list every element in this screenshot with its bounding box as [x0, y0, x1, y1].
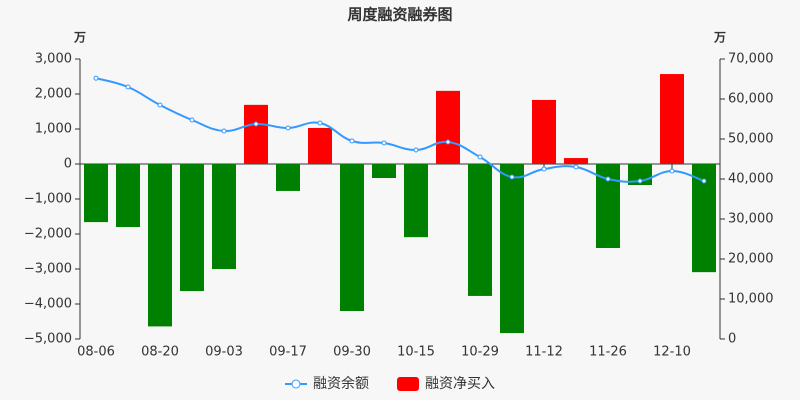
line-point	[477, 154, 483, 160]
y-tick-label: 2,000	[35, 87, 72, 102]
y2-unit: 万	[713, 31, 726, 45]
line-point	[701, 178, 707, 184]
y2-tick-label: 30,000	[728, 212, 774, 227]
y2-tick-label: 0	[728, 332, 736, 347]
line-point	[669, 168, 675, 174]
x-tick-label: 12-10	[653, 345, 691, 360]
line-point	[221, 128, 227, 134]
x-tick-label: 08-06	[77, 345, 115, 360]
line-point	[157, 102, 163, 108]
bar	[212, 164, 236, 269]
line-point	[349, 138, 355, 144]
y-tick-label: −1,000	[24, 192, 72, 207]
line-point	[637, 178, 643, 184]
bar	[468, 164, 492, 296]
bar	[404, 164, 428, 238]
bar	[564, 158, 588, 164]
y-tick-label: 3,000	[35, 52, 72, 67]
y2-tick-label: 40,000	[728, 172, 774, 187]
y2-tick-label: 50,000	[728, 132, 774, 147]
x-tick-label: 09-17	[269, 345, 307, 360]
line-point	[541, 166, 547, 172]
line-point	[189, 117, 195, 123]
x-tick-label: 10-29	[461, 345, 499, 360]
line-point	[381, 140, 387, 146]
x-tick-label: 09-03	[205, 345, 243, 360]
bar	[116, 164, 140, 227]
y2-tick-label: 60,000	[728, 92, 774, 107]
bar	[276, 164, 300, 191]
line-point	[445, 139, 451, 145]
legend-point	[291, 379, 301, 389]
bar	[244, 104, 268, 164]
line-point	[317, 120, 323, 126]
bar	[372, 164, 396, 178]
bar	[180, 164, 204, 292]
line-point	[413, 147, 419, 153]
line	[95, 77, 705, 183]
chart-title: 周度融资融券图	[347, 6, 452, 24]
y-tick-label: −2,000	[24, 227, 72, 242]
line-point	[285, 125, 291, 131]
bar	[84, 164, 108, 223]
legend-swatch	[397, 377, 419, 391]
x-tick-label: 09-30	[333, 345, 371, 360]
bar	[660, 74, 684, 164]
line-point	[573, 164, 579, 170]
y2-tick-label: 20,000	[728, 252, 774, 267]
y2-tick-label: 70,000	[728, 52, 774, 67]
y-tick-label: −4,000	[24, 297, 72, 312]
y-tick-label: −5,000	[24, 332, 72, 347]
bar	[148, 164, 172, 327]
line-point	[509, 174, 515, 180]
line-point	[93, 75, 99, 81]
y-tick-label: 0	[64, 157, 72, 172]
x-tick-label: 10-15	[397, 345, 435, 360]
bar	[436, 90, 460, 164]
x-tick-label: 11-26	[589, 345, 627, 360]
bar	[340, 164, 364, 311]
bar	[500, 164, 524, 334]
x-tick-label: 11-12	[525, 345, 563, 360]
y-tick-label: −3,000	[24, 262, 72, 277]
y2-tick-label: 10,000	[728, 292, 774, 307]
y-unit: 万	[73, 31, 86, 45]
x-tick-label: 08-20	[141, 345, 179, 360]
legend-label: 融资净买入	[425, 376, 495, 392]
bar	[532, 99, 556, 164]
line-point	[125, 84, 131, 90]
line-point	[605, 176, 611, 182]
line-point	[253, 121, 259, 127]
legend-label: 融资余额	[313, 375, 369, 392]
y-tick-label: 1,000	[35, 122, 72, 137]
bar	[308, 127, 332, 164]
